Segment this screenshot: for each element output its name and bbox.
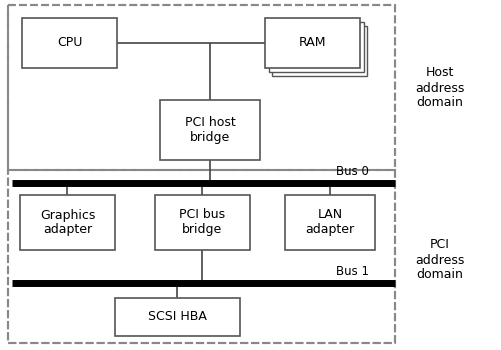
Text: PCI bus
bridge: PCI bus bridge [179, 209, 225, 237]
Bar [22, 18, 117, 68]
Bar [20, 195, 115, 250]
Text: Bus 1: Bus 1 [335, 265, 368, 278]
Text: Graphics
adapter: Graphics adapter [40, 209, 95, 237]
Bar [8, 5, 394, 343]
Text: Bus 0: Bus 0 [336, 165, 368, 178]
Bar [285, 195, 374, 250]
Text: CPU: CPU [57, 36, 82, 49]
Text: SCSI HBA: SCSI HBA [148, 310, 206, 323]
Bar [160, 100, 260, 160]
Text: Host
address
domain: Host address domain [414, 66, 464, 110]
Text: PCI
address
domain: PCI address domain [414, 238, 464, 281]
Bar [155, 195, 249, 250]
Bar [8, 5, 394, 170]
Text: LAN
adapter: LAN adapter [305, 209, 354, 237]
Bar [272, 26, 366, 76]
Text: PCI host
bridge: PCI host bridge [184, 116, 235, 144]
Bar [8, 170, 394, 343]
Bar [115, 298, 239, 336]
Text: RAM: RAM [298, 36, 326, 49]
Bar [269, 22, 363, 72]
Bar [265, 18, 359, 68]
